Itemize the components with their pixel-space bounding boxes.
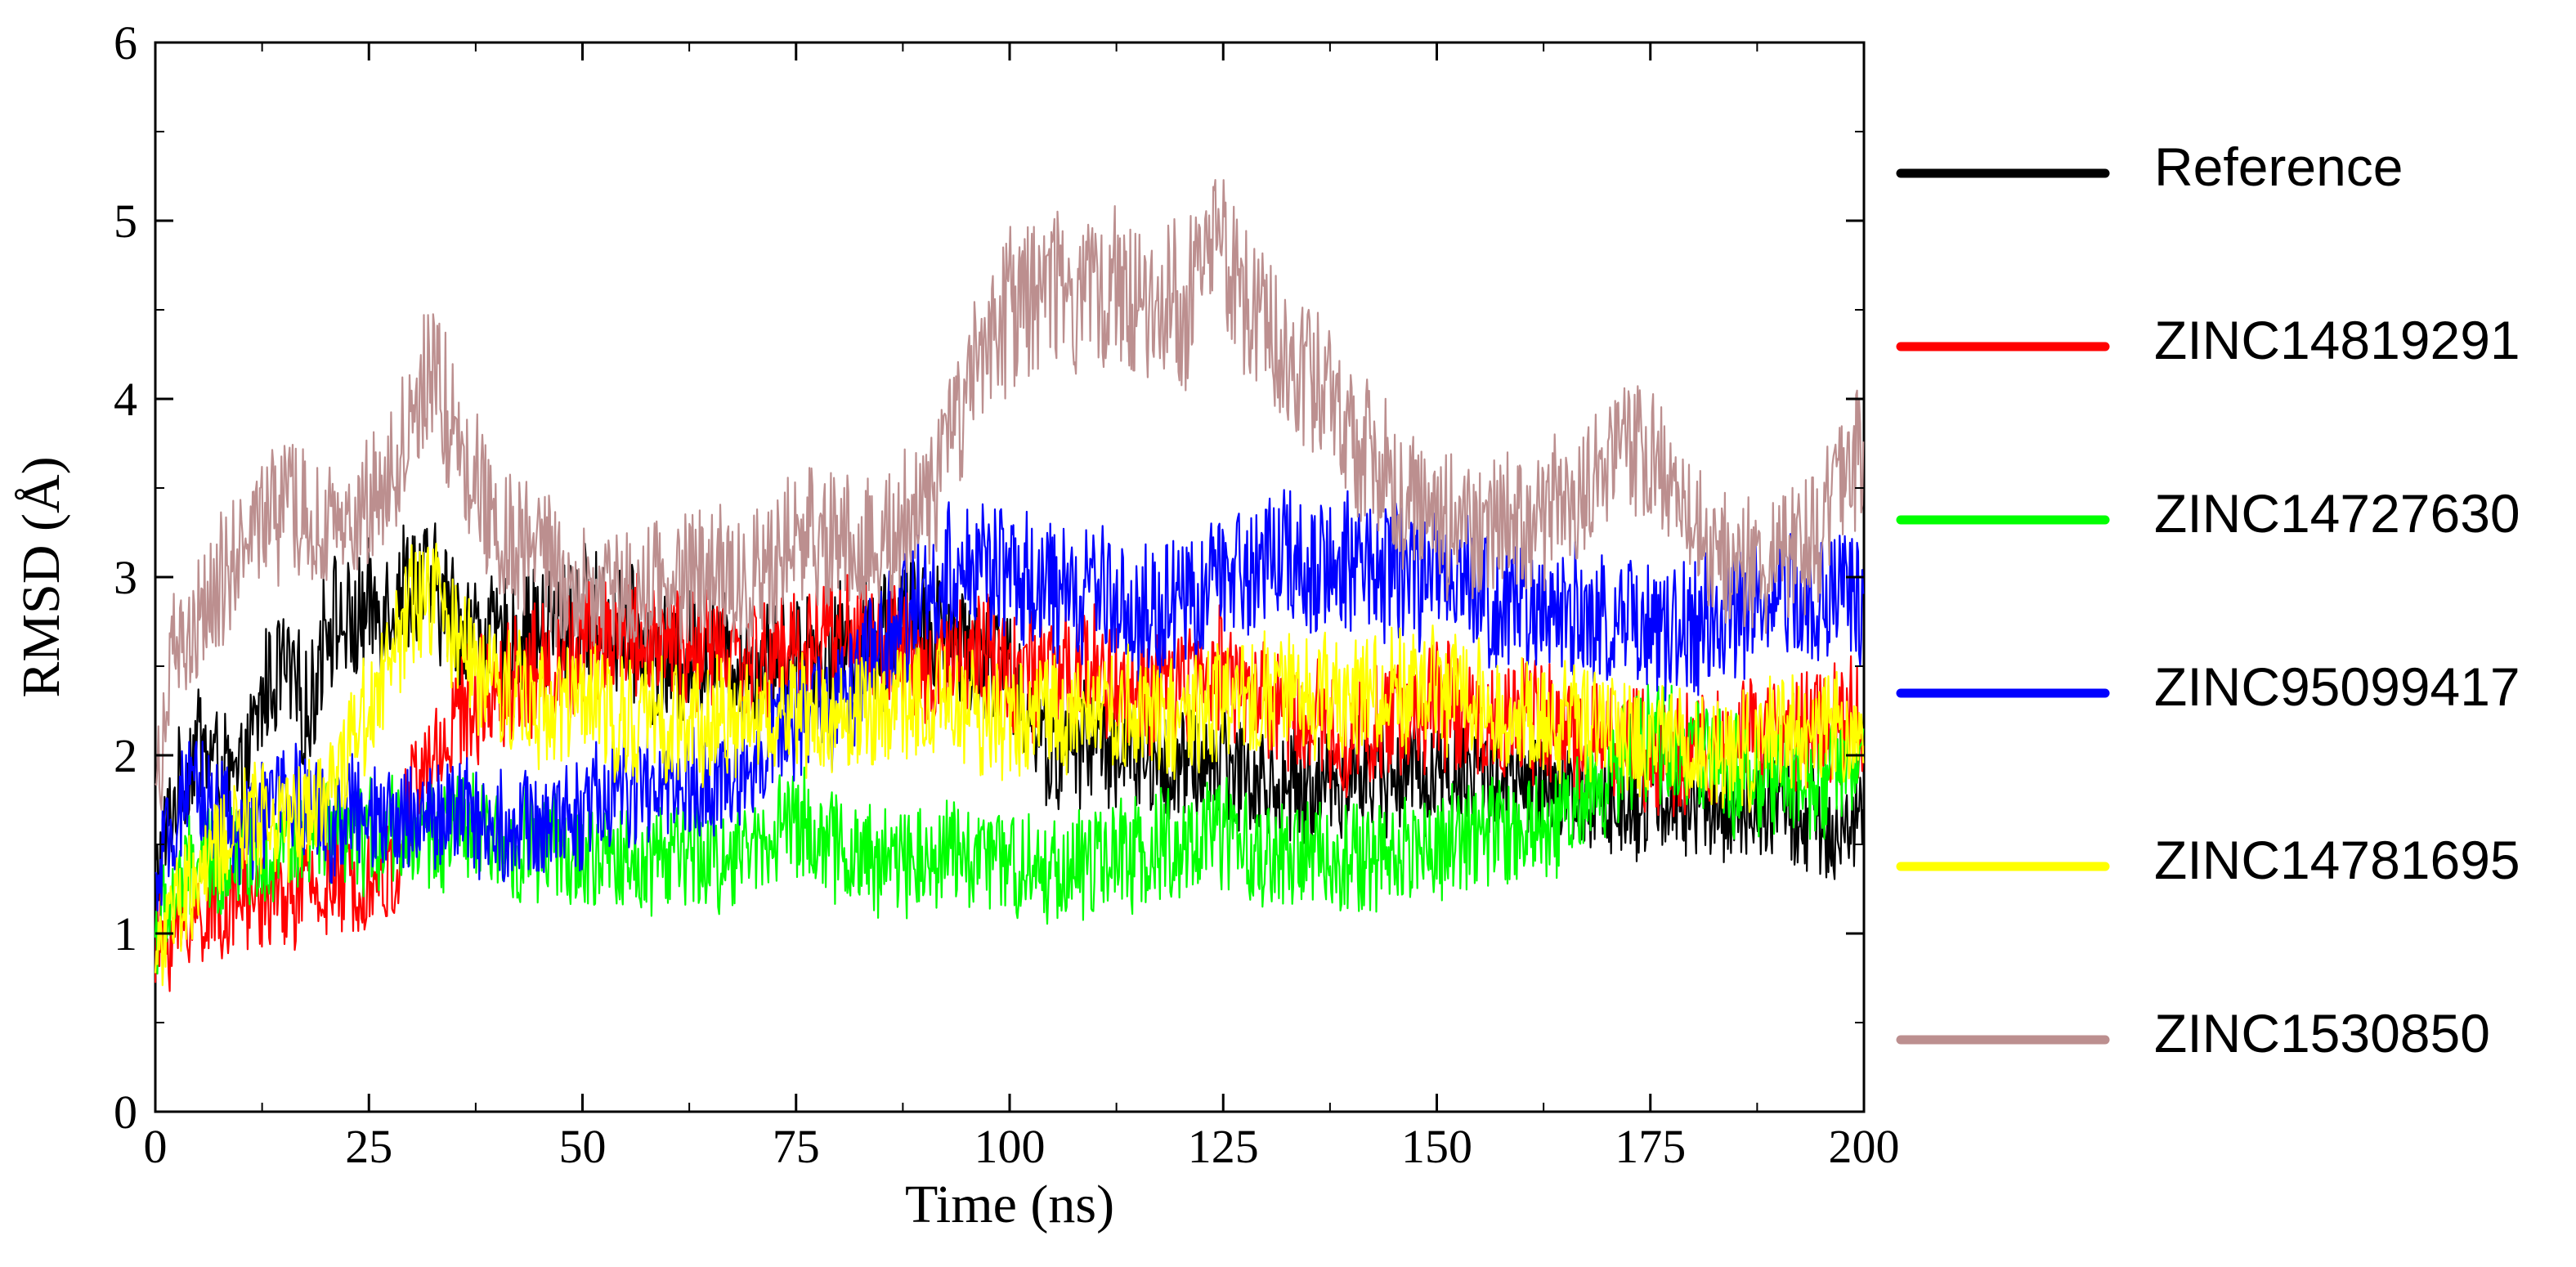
y-tick-label: 4 <box>114 373 137 426</box>
y-tick-label: 6 <box>114 16 137 69</box>
legend-label: ZINC14727630 <box>2154 483 2520 544</box>
legend-label: ZINC14819291 <box>2154 310 2520 370</box>
x-tick-label: 100 <box>974 1120 1046 1173</box>
legend-label: ZINC95099417 <box>2154 656 2520 717</box>
ticks-layer: 0 25 50 75 100 125 150 175 200 0 1 2 3 4 5 6 <box>114 16 1900 1173</box>
x-tick-label: 50 <box>559 1120 607 1173</box>
x-tick-label: 175 <box>1615 1120 1686 1173</box>
series-line-zinc95099417 <box>155 489 1865 912</box>
legend-item: ZINC1530850 <box>1896 1003 2490 1063</box>
legend-item: Reference <box>1896 137 2404 197</box>
series-layer <box>154 179 1865 992</box>
series-line-zinc14781695 <box>154 542 1865 987</box>
y-tick-label: 3 <box>114 551 137 604</box>
y-tick-label: 1 <box>114 907 137 960</box>
series-line-zinc1530850 <box>155 179 1865 811</box>
y-tick-label: 2 <box>114 729 137 782</box>
x-axis-label: Time (ns) <box>905 1175 1114 1234</box>
legend-label: ZINC1530850 <box>2154 1003 2490 1063</box>
y-tick-label: 5 <box>114 195 137 248</box>
series-line-zinc14819291 <box>154 572 1865 992</box>
x-tick-label: 0 <box>144 1120 168 1173</box>
legend-item: ZINC14781695 <box>1896 830 2520 890</box>
legend-label: ZINC14781695 <box>2154 830 2520 890</box>
legend: Reference ZINC14819291 ZINC14727630 ZINC950… <box>1896 137 2520 1063</box>
legend-label: Reference <box>2154 137 2404 197</box>
legend-item: ZINC95099417 <box>1896 656 2520 717</box>
legend-item: ZINC14819291 <box>1896 310 2520 370</box>
x-tick-label: 125 <box>1188 1120 1259 1173</box>
x-tick-label: 25 <box>345 1120 392 1173</box>
plot-area: 0 25 50 75 100 125 150 175 200 0 1 2 3 4 5 6 <box>114 16 1900 1173</box>
y-tick-label: 0 <box>114 1086 137 1139</box>
x-tick-label: 75 <box>773 1120 820 1173</box>
x-tick-label: 150 <box>1401 1120 1472 1173</box>
y-axis-label: RMSD (Å) <box>11 456 71 697</box>
x-tick-label: 200 <box>1829 1120 1900 1173</box>
legend-item: ZINC14727630 <box>1896 483 2520 544</box>
